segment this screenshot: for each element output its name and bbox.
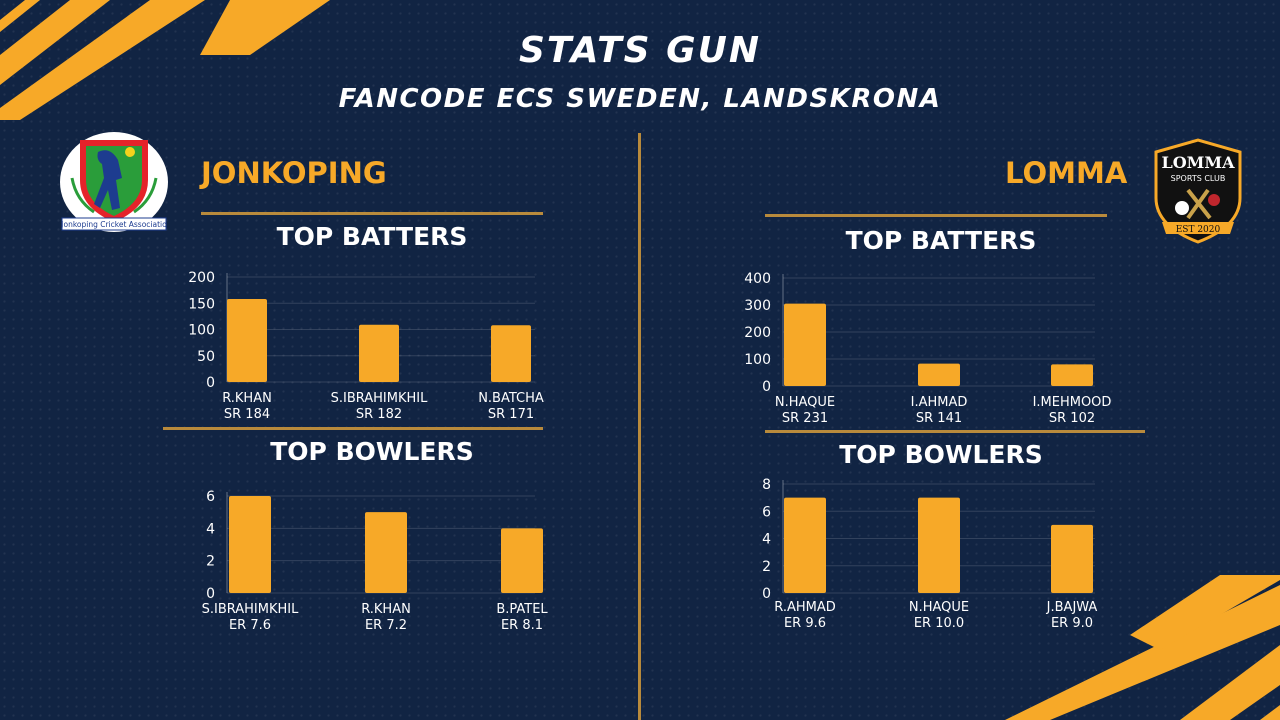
page-title: STATS GUN [518, 30, 762, 71]
category-sublabel: ER 10.0 [914, 616, 964, 631]
bar-rkhan [365, 512, 407, 593]
y-tick-label: 2 [762, 559, 771, 575]
right-middle-rule [765, 430, 1145, 433]
y-tick-label: 100 [744, 352, 771, 368]
category-sublabel: ER 8.1 [501, 618, 543, 633]
category-label: S.IBRAHIMKHIL [202, 602, 299, 617]
y-tick-label: 100 [188, 323, 215, 339]
y-tick-label: 200 [188, 270, 215, 286]
bar-nhaque [918, 497, 960, 593]
right-bowlers-title: TOP BOWLERS [839, 440, 1043, 469]
y-tick-label: 0 [206, 586, 215, 602]
lomma-logo-est: EST 2020 [1176, 225, 1221, 235]
left-batters-title: TOP BATTERS [276, 222, 468, 251]
lomma-logo: LOMMA SPORTS CLUB EST 2020 [1154, 138, 1242, 244]
right-batters-title: TOP BATTERS [845, 226, 1037, 255]
center-divider [638, 133, 641, 720]
y-tick-label: 400 [744, 271, 771, 287]
bar-bpatel [501, 528, 543, 593]
lomma-logo-line2: SPORTS CLUB [1171, 174, 1226, 183]
category-sublabel: ER 7.2 [365, 618, 407, 633]
y-tick-label: 150 [188, 296, 215, 312]
bar-rahmad [784, 497, 826, 593]
category-sublabel: SR 182 [356, 407, 402, 422]
lomma-logo-line1: LOMMA [1161, 153, 1235, 172]
page-subtitle: FANCODE ECS SWEDEN, LANDSKRONA [338, 84, 942, 114]
right-header-rule [765, 214, 1107, 217]
left-middle-rule [163, 427, 543, 430]
y-tick-label: 300 [744, 298, 771, 314]
team-name-right: LOMMA [1005, 156, 1128, 190]
jonkoping-logo: Jonkoping Cricket Associatio [60, 132, 168, 232]
category-sublabel: SR 171 [488, 407, 534, 422]
category-label: R.AHMAD [774, 600, 836, 615]
y-tick-label: 4 [762, 532, 771, 548]
category-label: I.AHMAD [911, 395, 968, 410]
category-sublabel: ER 9.6 [784, 616, 826, 631]
top-left-decoration [0, 0, 330, 120]
category-label: B.PATEL [496, 602, 548, 617]
category-label: N.HAQUE [909, 600, 969, 615]
bar-jbajwa [1051, 524, 1093, 593]
category-label: R.KHAN [222, 391, 272, 406]
y-tick-label: 0 [762, 586, 771, 602]
bar-sibrahimkhil [229, 496, 271, 593]
category-label: J.BAJWA [1046, 600, 1098, 615]
y-tick-label: 4 [206, 521, 215, 537]
y-tick-label: 6 [206, 489, 215, 505]
jonkoping-logo-text: Jonkoping Cricket Associatio [60, 220, 167, 229]
bar-nbatcha [491, 325, 531, 382]
category-sublabel: SR 141 [916, 411, 962, 426]
y-tick-label: 2 [206, 554, 215, 570]
category-label: S.IBRAHIMKHIL [331, 391, 428, 406]
bottom-right-decoration [1005, 575, 1280, 720]
left-bowlers-title: TOP BOWLERS [270, 437, 474, 466]
category-sublabel: SR 102 [1049, 411, 1095, 426]
y-tick-label: 50 [197, 349, 215, 365]
category-sublabel: ER 9.0 [1051, 616, 1093, 631]
bar-rkhan [227, 299, 267, 382]
bar-sibrahimkhil [359, 324, 399, 382]
bar-iahmad [918, 363, 960, 386]
y-tick-label: 6 [762, 504, 771, 520]
bar-imehmood [1051, 364, 1093, 386]
category-label: R.KHAN [361, 602, 411, 617]
y-tick-label: 0 [762, 379, 771, 395]
team-name-left: JONKOPING [201, 156, 387, 190]
category-sublabel: SR 231 [782, 411, 828, 426]
category-sublabel: SR 184 [224, 407, 270, 422]
bar-nhaque [784, 303, 826, 386]
y-tick-label: 0 [206, 375, 215, 391]
category-sublabel: ER 7.6 [229, 618, 271, 633]
y-tick-label: 200 [744, 325, 771, 341]
category-label: I.MEHMOOD [1033, 395, 1112, 410]
left-header-rule [201, 212, 543, 215]
category-label: N.HAQUE [775, 395, 835, 410]
category-label: N.BATCHA [478, 391, 544, 406]
y-tick-label: 8 [762, 477, 771, 493]
